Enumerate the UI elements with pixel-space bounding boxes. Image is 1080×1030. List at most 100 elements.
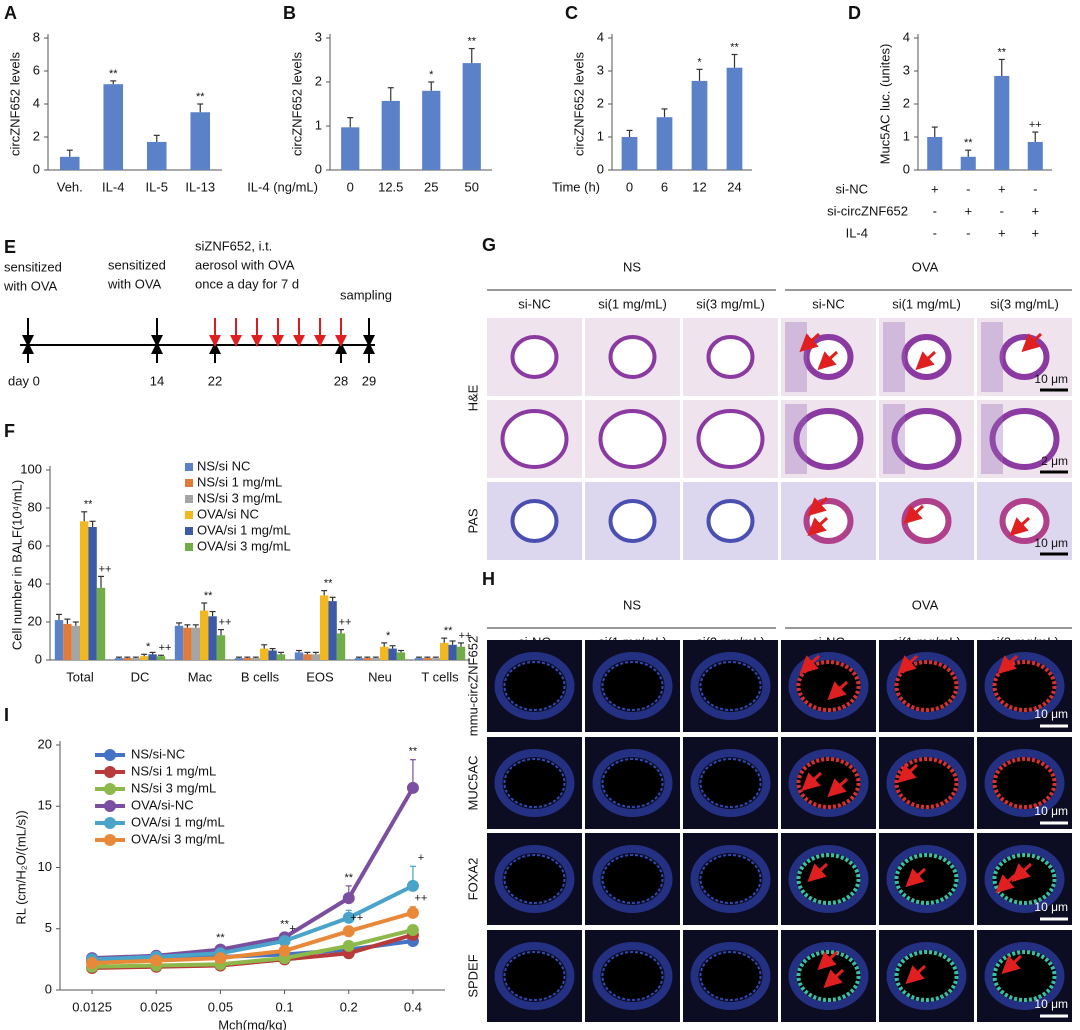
column-label: si-NC: [812, 296, 845, 311]
airway: [894, 950, 959, 1002]
airway: [992, 660, 1057, 712]
bar: [320, 595, 329, 660]
significance-label: ++: [1029, 119, 1042, 131]
airway: [901, 334, 952, 380]
legend-label: OVA/si-NC: [131, 797, 194, 812]
bar: [448, 644, 457, 660]
y-tick-label: 1: [597, 128, 604, 143]
point: [406, 781, 419, 794]
y-axis-label: circZNF652 levels: [571, 51, 586, 156]
airway: [699, 661, 762, 711]
y-axis-label: Cell number in BALF(10⁴/mL): [9, 480, 24, 650]
legend-marker: [104, 783, 116, 795]
legend-swatch: [185, 479, 193, 487]
event-label: once a day for 7 d: [195, 276, 299, 291]
bar: [960, 156, 976, 170]
airway: [894, 757, 959, 809]
bar: [71, 625, 80, 660]
airway: [999, 334, 1050, 380]
y-tick-label: 8: [33, 29, 40, 44]
airway-outer: [886, 652, 967, 720]
infiltrate: [981, 404, 1003, 474]
x-tick-label: 0: [626, 179, 633, 194]
airway-outer: [494, 749, 575, 817]
y-tick-label: 100: [20, 461, 42, 476]
y-tick-label: 80: [28, 499, 42, 514]
airway: [706, 335, 755, 379]
x-tick-label: 0.1: [276, 999, 294, 1014]
column-label: si(1 mg/mL): [598, 296, 667, 311]
bar: [191, 627, 200, 660]
y-tick-label: 60: [28, 537, 42, 552]
x-tick-label: IL-13: [185, 179, 215, 194]
airway-outer: [984, 845, 1065, 913]
airway: [901, 498, 952, 544]
bar: [726, 67, 743, 170]
panel-letter: H: [482, 569, 495, 589]
condition-mark: +: [998, 225, 1006, 240]
day-label: 28: [334, 373, 348, 388]
y-tick-label: 0: [33, 161, 40, 176]
column-label: si(3 mg/mL): [990, 296, 1059, 311]
legend-label: NS/si 3 mg/mL: [197, 490, 282, 505]
column-label: si-NC: [518, 296, 551, 311]
airway-outer: [984, 942, 1065, 1010]
infiltrate: [883, 404, 905, 474]
x-tick-label: DC: [131, 669, 150, 684]
bar: [440, 642, 449, 660]
significance-label: **: [444, 625, 453, 637]
bar: [388, 648, 397, 660]
airway-outer: [788, 942, 869, 1010]
event-label: sampling: [340, 287, 392, 302]
significance-label: **: [324, 578, 333, 590]
airway: [510, 335, 559, 379]
point: [342, 911, 355, 924]
x-tick-label: 12: [692, 179, 706, 194]
bar: [294, 652, 304, 660]
airway-outer: [886, 942, 967, 1010]
airway-outer: [788, 749, 869, 817]
airway: [803, 334, 854, 380]
y-tick-label: 0: [903, 161, 910, 176]
x-tick-label: 25: [424, 179, 438, 194]
airway-outer: [494, 845, 575, 913]
condition-label: si-circZNF652: [827, 203, 908, 218]
bar: [251, 658, 260, 660]
airway: [503, 951, 566, 1001]
airway: [992, 853, 1057, 905]
y-tick-label: 10: [38, 859, 52, 874]
significance-label: *: [386, 630, 391, 642]
bar: [381, 100, 400, 170]
bar: [328, 601, 337, 660]
red-arrow: [995, 873, 1017, 894]
airway-outer: [788, 652, 869, 720]
infiltrate: [785, 404, 807, 474]
airway: [992, 757, 1057, 809]
legend-label: NS/si 1 mg/mL: [131, 763, 216, 778]
bar: [234, 658, 244, 660]
bar: [174, 625, 184, 660]
point: [406, 923, 419, 936]
airway: [601, 758, 664, 808]
significance-label: *: [146, 641, 151, 653]
airway: [503, 854, 566, 904]
bar: [380, 646, 389, 660]
airway: [891, 408, 962, 470]
bar: [190, 112, 211, 170]
scale-bar-label: 10 μm: [1034, 372, 1068, 386]
series-line: [92, 786, 415, 961]
airway: [601, 854, 664, 904]
airway-outer: [690, 942, 771, 1010]
airway-outer: [494, 652, 575, 720]
y-tick-label: 0: [597, 161, 604, 176]
legend-marker: [104, 817, 116, 829]
airway-outer: [690, 652, 771, 720]
airway: [992, 950, 1057, 1002]
airway-outer: [592, 749, 673, 817]
bar: [1027, 141, 1043, 170]
infiltrate: [785, 322, 807, 392]
bar: [371, 658, 380, 660]
panel-letter: C: [565, 3, 578, 23]
scale-bar-label: 10 μm: [1034, 707, 1068, 721]
red-arrow: [897, 763, 919, 784]
